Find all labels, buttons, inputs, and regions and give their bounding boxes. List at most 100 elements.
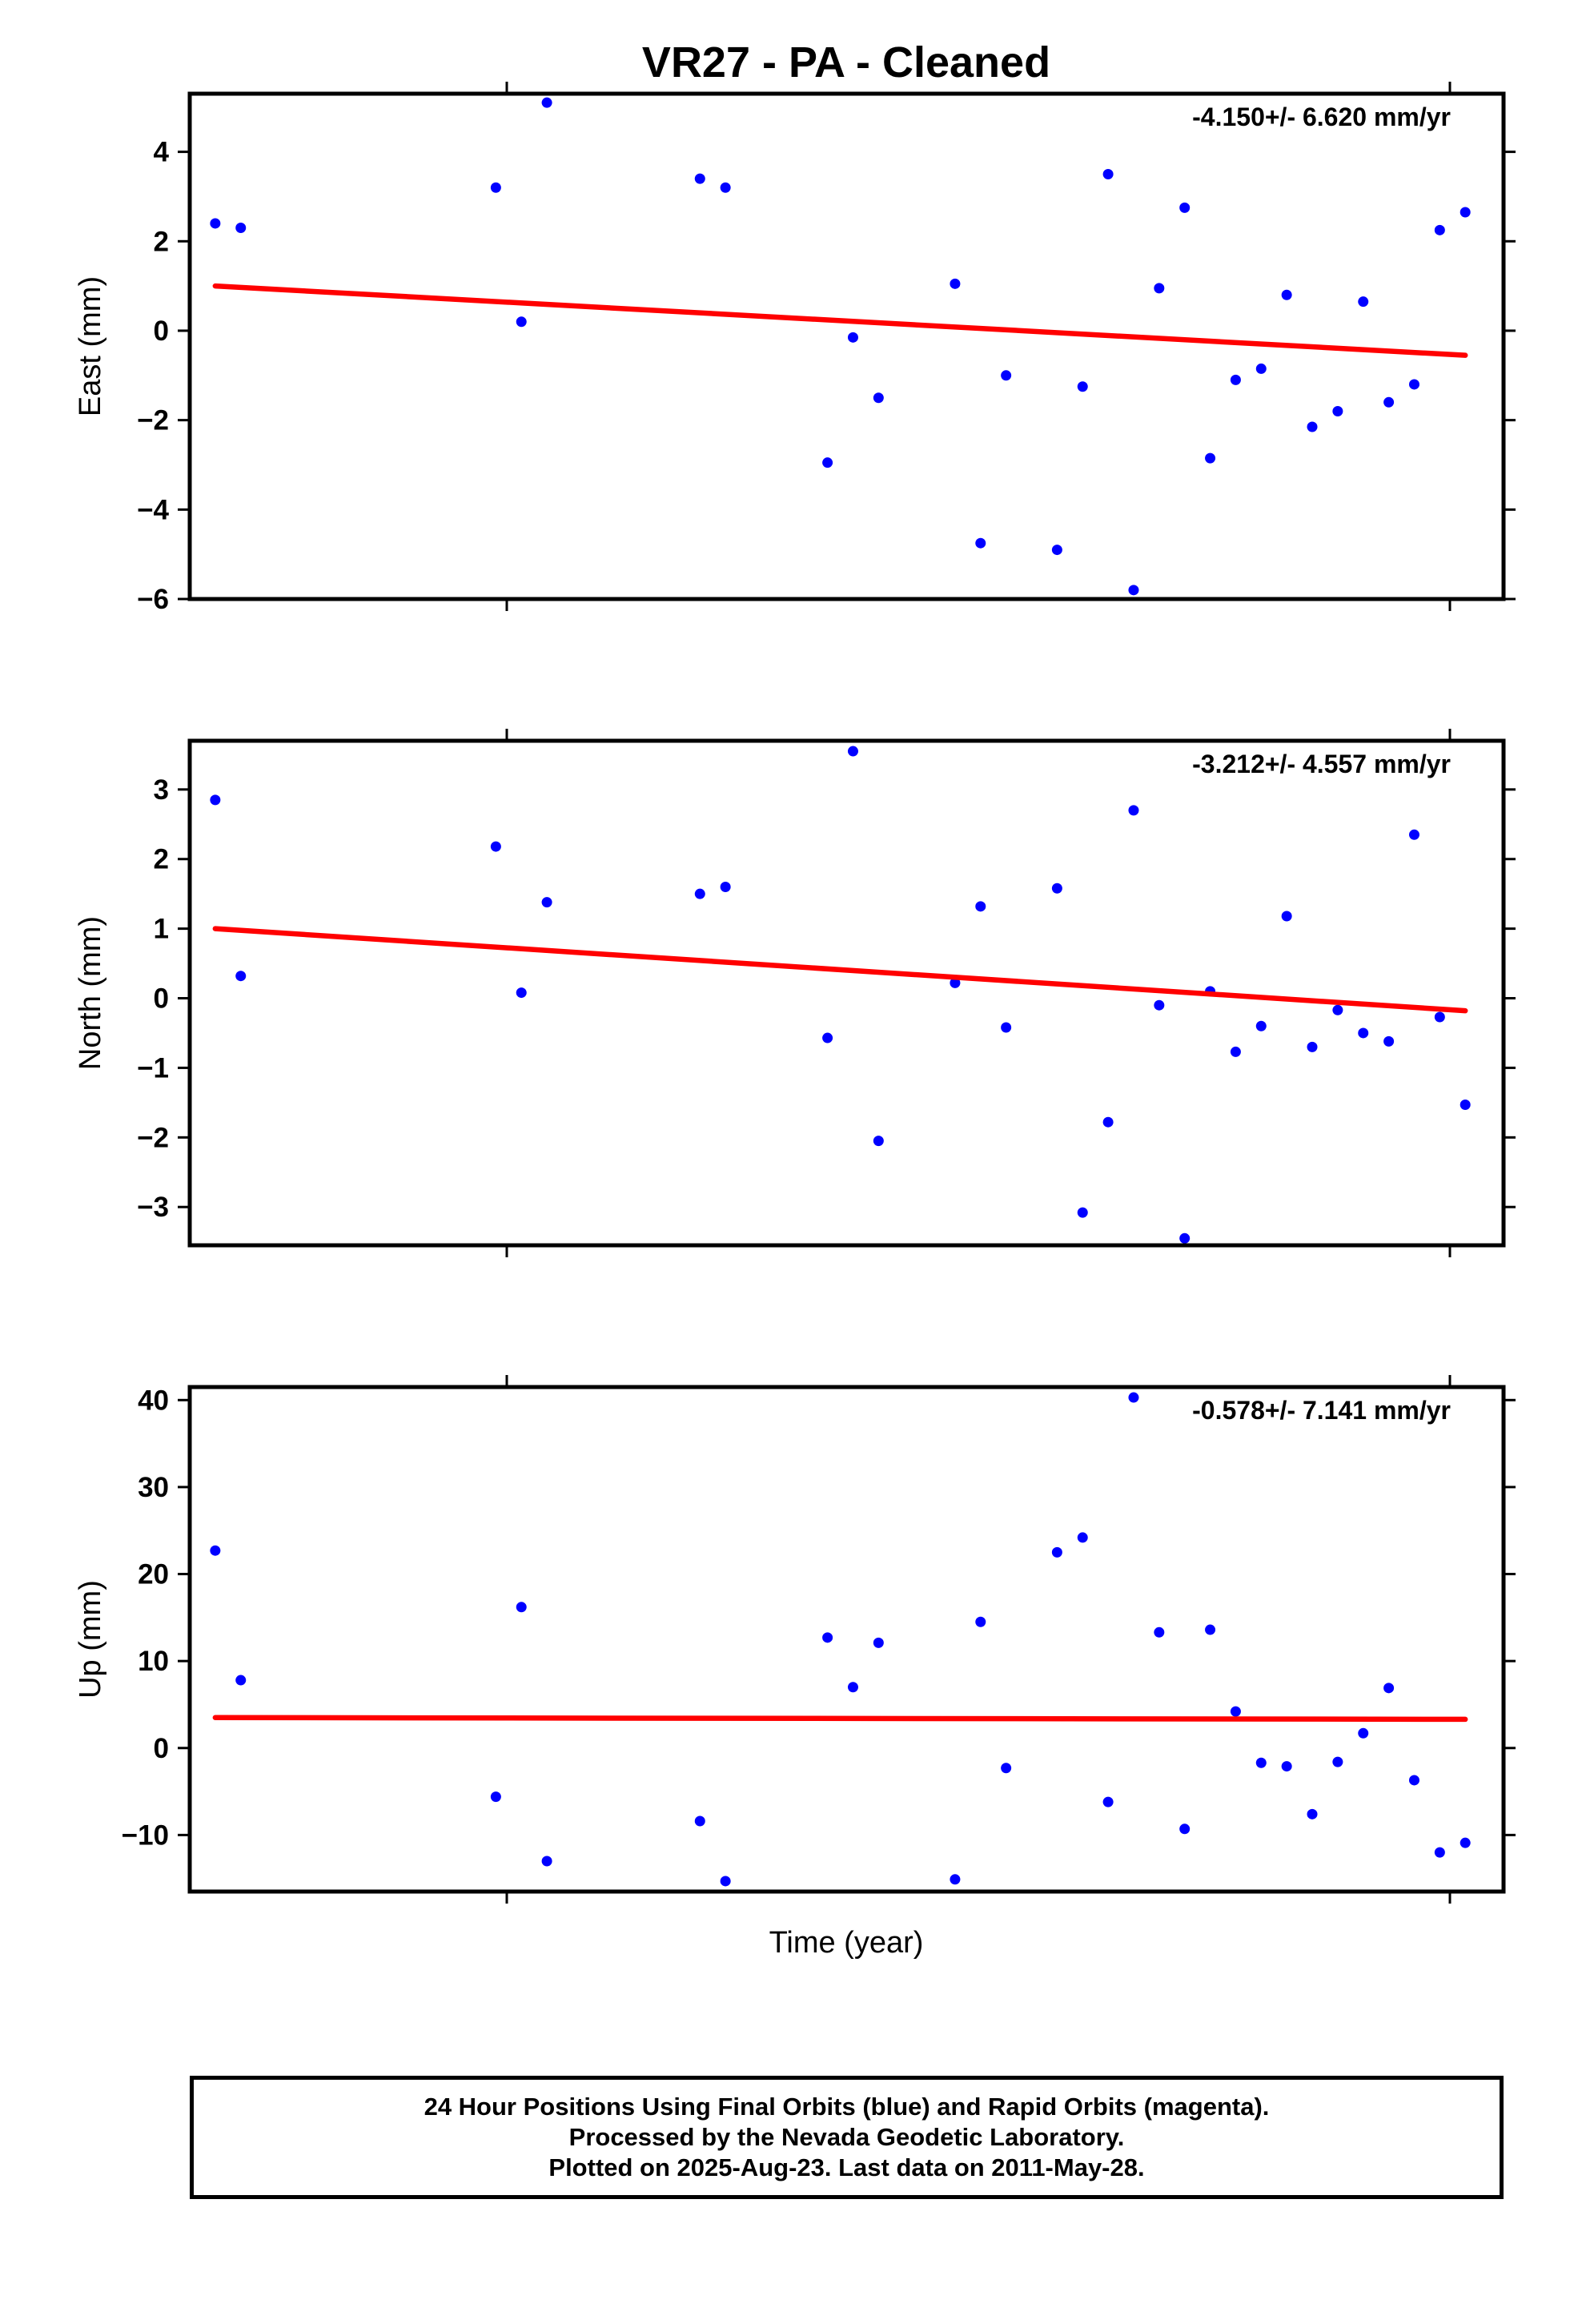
footer-box: 24 Hour Positions Using Final Orbits (bl…	[190, 2076, 1504, 2199]
data-point	[541, 1856, 552, 1867]
data-point	[1205, 1624, 1216, 1635]
data-point	[210, 794, 221, 806]
y-axis-label: Up (mm)	[74, 1580, 107, 1699]
y-tick-label: −2	[137, 1122, 169, 1153]
data-point	[1154, 1626, 1165, 1638]
y-tick-label: 30	[138, 1472, 169, 1503]
data-point	[694, 1815, 705, 1827]
y-tick-label: 2	[154, 844, 169, 875]
y-tick-label: −3	[137, 1192, 169, 1223]
trend-line	[212, 1715, 1468, 1723]
data-point	[1230, 1706, 1241, 1717]
data-point	[1434, 224, 1445, 235]
y-tick-label: −10	[122, 1819, 169, 1851]
data-point	[1077, 1532, 1088, 1543]
trend-line	[212, 283, 1468, 358]
data-point	[490, 182, 501, 193]
data-point	[1128, 805, 1139, 816]
data-point	[1383, 1683, 1395, 1694]
footer-line-processed: Processed by the Nevada Geodetic Laborat…	[568, 2123, 1125, 2151]
data-point	[1051, 883, 1062, 894]
data-point	[1128, 585, 1139, 596]
data-point	[235, 1675, 247, 1686]
y-axis-label: East (mm)	[74, 276, 107, 416]
plot-frame	[187, 1385, 1506, 1894]
data-point	[1307, 421, 1318, 432]
data-point	[1460, 1837, 1471, 1848]
data-point	[822, 1632, 833, 1643]
y-tick-label: 1	[154, 914, 169, 945]
y-tick-label: 0	[154, 316, 169, 347]
data-point	[1358, 1027, 1369, 1039]
data-point	[1307, 1041, 1318, 1052]
data-point	[490, 1791, 501, 1803]
data-point	[950, 1874, 961, 1885]
data-point	[1154, 283, 1165, 294]
data-point	[873, 1136, 884, 1147]
y-tick-label: 10	[138, 1646, 169, 1677]
data-point	[1077, 1207, 1088, 1218]
data-point	[1460, 1099, 1471, 1110]
y-tick-label: −6	[137, 584, 169, 615]
y-tick-label: 4	[154, 137, 170, 168]
trend-line	[212, 926, 1468, 1014]
data-point	[235, 223, 247, 234]
y-axis-label: North (mm)	[74, 916, 107, 1070]
data-point	[1255, 1020, 1267, 1031]
data-point	[1077, 381, 1088, 392]
data-point	[1230, 374, 1241, 385]
data-point	[1460, 207, 1471, 218]
y-tick-label: −2	[137, 405, 169, 436]
data-point	[1408, 1775, 1419, 1786]
data-point	[1332, 1004, 1343, 1015]
data-point	[975, 1616, 986, 1627]
data-point	[210, 218, 221, 229]
east-panel: 4 2 0 −2 −4 −6 -4.150+/- 6.620 mm/yr East (mm)	[74, 82, 1516, 615]
data-point	[490, 841, 501, 852]
data-point	[1332, 1756, 1343, 1767]
data-point	[873, 1637, 884, 1648]
data-point	[1102, 1116, 1114, 1128]
data-point	[235, 971, 247, 982]
data-point	[1358, 296, 1369, 308]
x-axis-label: Time (year)	[769, 1926, 924, 1960]
data-point	[1230, 1046, 1241, 1057]
data-point	[1383, 1035, 1395, 1047]
y-tick-label: −4	[137, 494, 169, 525]
data-point	[516, 316, 527, 328]
data-point	[1102, 169, 1114, 180]
data-point	[1051, 545, 1062, 556]
data-point	[950, 977, 961, 988]
data-point	[1051, 1546, 1062, 1558]
data-point	[950, 278, 961, 289]
y-tick-label: 3	[154, 774, 169, 806]
footer-line-plotted: Plotted on 2025-Aug-23. Last data on 201…	[548, 2153, 1145, 2181]
data-point	[1179, 1823, 1191, 1835]
data-point	[847, 332, 858, 343]
data-point	[516, 1602, 527, 1613]
rate-label: -4.150+/- 6.620 mm/yr	[1192, 103, 1451, 131]
data-point	[210, 1545, 221, 1556]
y-tick-label: 40	[138, 1385, 169, 1416]
rate-label: -0.578+/- 7.141 mm/yr	[1192, 1396, 1451, 1425]
data-point	[1383, 396, 1395, 408]
up-panel: 40 30 20 10 0 −10 -0.578+/- 7.141 mm/yr Up (mm)	[74, 1375, 1516, 1904]
data-point	[1128, 1392, 1139, 1403]
data-point	[1179, 202, 1191, 213]
data-point	[516, 987, 527, 999]
data-point	[822, 1032, 833, 1043]
chart-title: VR27 - PA - Cleaned	[642, 38, 1050, 86]
data-point	[847, 746, 858, 757]
data-point	[1001, 370, 1012, 381]
data-point	[1434, 1011, 1445, 1023]
plot-frame	[187, 738, 1506, 1248]
y-tick-label: −1	[137, 1052, 169, 1084]
data-point	[1332, 405, 1343, 416]
data-point	[822, 457, 833, 468]
data-point	[1281, 1761, 1292, 1772]
data-point	[1307, 1808, 1318, 1819]
data-point	[975, 537, 986, 549]
footer-line-orbits: 24 Hour Positions Using Final Orbits (bl…	[424, 2093, 1270, 2121]
data-point	[720, 1876, 731, 1887]
